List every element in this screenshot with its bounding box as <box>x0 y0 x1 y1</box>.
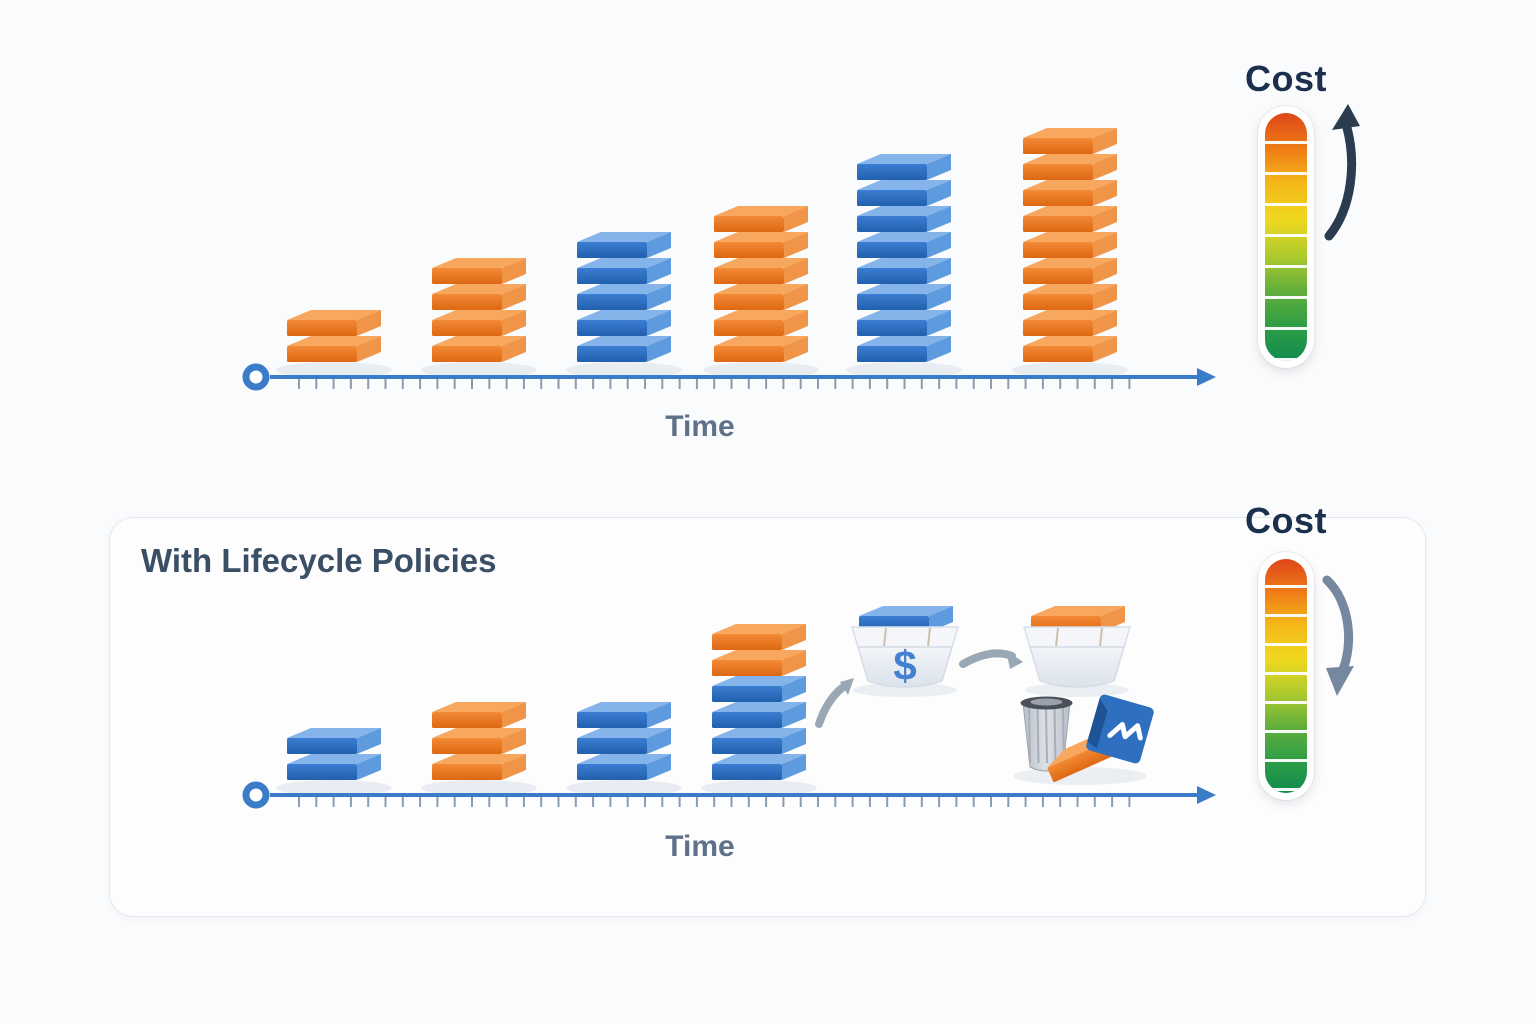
time-axis <box>242 781 1216 809</box>
storage-block <box>1023 232 1117 258</box>
storage-block <box>857 154 951 180</box>
storage-block <box>432 310 526 336</box>
storage-block <box>714 232 808 258</box>
top-cost-gauge-label: Cost <box>1245 58 1327 99</box>
deletion-group <box>1014 694 1154 785</box>
storage-block <box>577 258 671 284</box>
storage-stack <box>566 232 682 378</box>
storage-block <box>857 258 951 284</box>
archive-box-icon <box>1086 694 1154 764</box>
storage-block <box>857 232 951 258</box>
storage-block <box>432 336 526 362</box>
storage-block <box>287 754 381 780</box>
storage-stack <box>1012 128 1128 378</box>
storage-block <box>577 284 671 310</box>
cost-down-arrow-icon <box>1322 575 1354 696</box>
storage-block <box>857 206 951 232</box>
dollar-bucket-icon: $ <box>850 606 960 697</box>
storage-block <box>1023 336 1117 362</box>
storage-stack <box>276 728 392 796</box>
dollar-symbol: $ <box>893 642 916 689</box>
gray-curved-arrow-icon <box>959 649 1023 669</box>
axis-arrowhead-icon <box>1197 786 1216 804</box>
storage-stack <box>703 206 819 378</box>
storage-block <box>287 310 381 336</box>
storage-block <box>714 206 808 232</box>
storage-block <box>1023 128 1117 154</box>
bottom-time-axis-label: Time <box>665 830 735 863</box>
gauge-tick-lines <box>1265 113 1307 361</box>
gray-curved-arrow-icon <box>815 678 854 728</box>
storage-block <box>432 702 526 728</box>
storage-block <box>577 754 671 780</box>
storage-block <box>857 310 951 336</box>
storage-block <box>287 336 381 362</box>
cost-gauge-gradient <box>1265 113 1307 361</box>
with-lifecycle-title: With Lifecycle Policies <box>141 542 497 579</box>
storage-block <box>577 728 671 754</box>
storage-block <box>712 650 806 676</box>
storage-block <box>714 258 808 284</box>
storage-block <box>577 232 671 258</box>
storage-stack <box>701 624 817 796</box>
storage-block <box>857 284 951 310</box>
storage-block <box>712 676 806 702</box>
top-time-axis-label: Time <box>665 410 735 443</box>
storage-block <box>577 336 671 362</box>
storage-block <box>1023 154 1117 180</box>
bottom-cost-gauge-label: Cost <box>1245 500 1327 541</box>
cost-gauge-gradient <box>1265 559 1307 793</box>
storage-block <box>857 180 951 206</box>
timeline-start-ring-icon <box>242 363 270 391</box>
storage-block <box>714 284 808 310</box>
storage-block <box>577 702 671 728</box>
storage-block <box>287 728 381 754</box>
storage-block <box>577 310 671 336</box>
storage-stack <box>421 702 537 796</box>
axis-arrowhead-icon <box>1197 368 1216 386</box>
cost-gauge-bottom <box>1258 552 1314 800</box>
storage-block <box>714 310 808 336</box>
storage-stack <box>421 258 537 378</box>
storage-block <box>712 624 806 650</box>
storage-block <box>712 754 806 780</box>
storage-block <box>712 702 806 728</box>
cost-up-arrow-icon <box>1324 104 1360 241</box>
storage-block <box>432 728 526 754</box>
timeline-start-ring-icon <box>242 781 270 809</box>
storage-block <box>432 258 526 284</box>
storage-block <box>714 336 808 362</box>
storage-block <box>1023 258 1117 284</box>
storage-block <box>712 728 806 754</box>
storage-block <box>432 754 526 780</box>
cost-gauge-top <box>1258 106 1314 368</box>
storage-block <box>1023 206 1117 232</box>
archive-bucket-icon <box>1022 606 1132 697</box>
storage-stack <box>276 310 392 378</box>
storage-stack <box>566 702 682 796</box>
gauge-tick-lines <box>1265 559 1307 793</box>
time-axis <box>242 363 1216 391</box>
storage-stack <box>846 154 962 378</box>
storage-block <box>1023 284 1117 310</box>
storage-block <box>857 336 951 362</box>
storage-block <box>1023 310 1117 336</box>
storage-block <box>432 284 526 310</box>
storage-block <box>1023 180 1117 206</box>
